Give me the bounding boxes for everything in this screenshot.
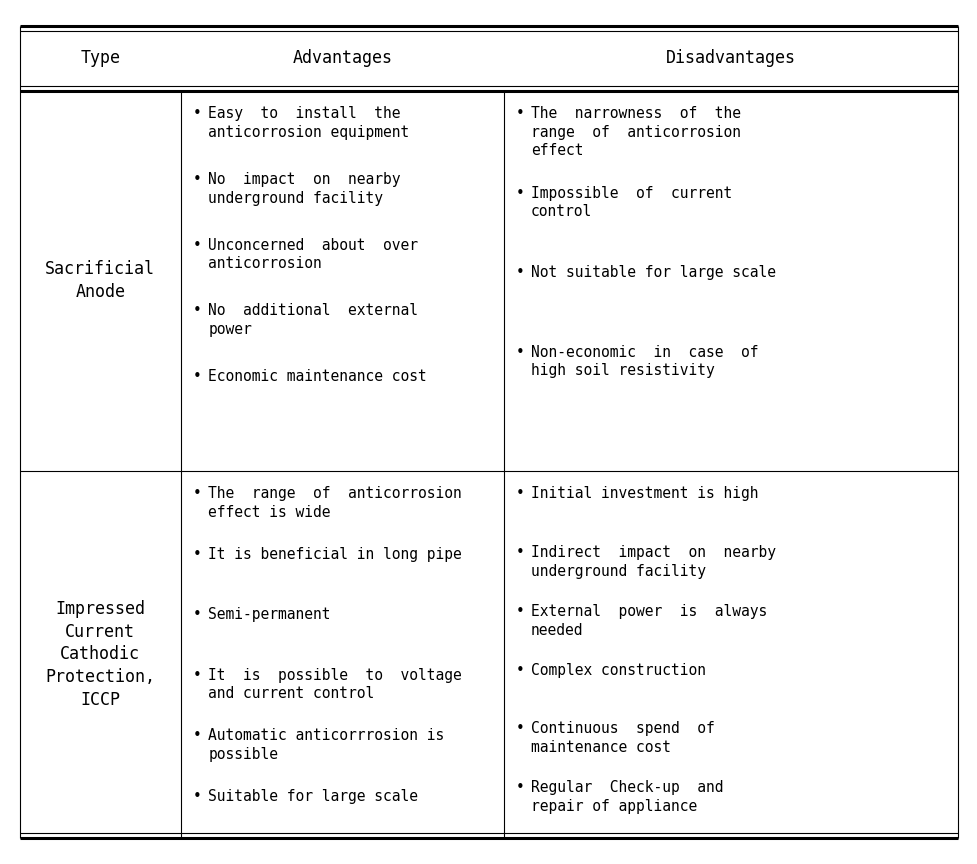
- Text: •: •: [192, 486, 201, 501]
- Text: •: •: [515, 780, 524, 795]
- Text: Easy  to  install  the
anticorrosion equipment: Easy to install the anticorrosion equipm…: [208, 106, 409, 140]
- Text: •: •: [192, 607, 201, 622]
- Text: •: •: [192, 172, 201, 187]
- Text: Continuous  spend  of
maintenance cost: Continuous spend of maintenance cost: [531, 721, 714, 755]
- Text: •: •: [515, 186, 524, 200]
- Text: Initial investment is high: Initial investment is high: [531, 486, 758, 501]
- Text: External  power  is  always
needed: External power is always needed: [531, 604, 767, 638]
- Text: •: •: [192, 547, 201, 562]
- Text: •: •: [515, 545, 524, 560]
- Text: Type: Type: [80, 49, 120, 67]
- Text: No  impact  on  nearby
underground facility: No impact on nearby underground facility: [208, 172, 401, 206]
- Text: •: •: [515, 265, 524, 280]
- Text: •: •: [515, 604, 524, 619]
- Text: •: •: [515, 486, 524, 501]
- Text: Suitable for large scale: Suitable for large scale: [208, 789, 418, 804]
- Text: Impressed
Current
Cathodic
Protection,
ICCP: Impressed Current Cathodic Protection, I…: [45, 600, 155, 709]
- Text: Indirect  impact  on  nearby
underground facility: Indirect impact on nearby underground fa…: [531, 545, 776, 579]
- Text: •: •: [515, 721, 524, 736]
- Text: Semi-permanent: Semi-permanent: [208, 607, 330, 622]
- Text: •: •: [192, 106, 201, 121]
- Text: •: •: [515, 663, 524, 677]
- Text: •: •: [192, 789, 201, 804]
- Text: Disadvantages: Disadvantages: [665, 49, 795, 67]
- Text: Not suitable for large scale: Not suitable for large scale: [531, 265, 776, 280]
- Text: •: •: [515, 106, 524, 121]
- Text: Economic maintenance cost: Economic maintenance cost: [208, 369, 427, 384]
- Text: The  narrowness  of  the
range  of  anticorrosion
effect: The narrowness of the range of anticorro…: [531, 106, 741, 158]
- Text: It  is  possible  to  voltage
and current control: It is possible to voltage and current co…: [208, 668, 461, 702]
- Text: Advantages: Advantages: [292, 49, 392, 67]
- Text: •: •: [515, 345, 524, 359]
- Text: It is beneficial in long pipe: It is beneficial in long pipe: [208, 547, 461, 562]
- Text: Sacrificial
Anode: Sacrificial Anode: [45, 260, 155, 302]
- Text: Regular  Check-up  and
repair of appliance: Regular Check-up and repair of appliance: [531, 780, 723, 814]
- Text: •: •: [192, 668, 201, 683]
- Text: Unconcerned  about  over
anticorrosion: Unconcerned about over anticorrosion: [208, 238, 418, 271]
- Text: •: •: [192, 238, 201, 252]
- Text: No  additional  external
power: No additional external power: [208, 303, 418, 337]
- Text: Impossible  of  current
control: Impossible of current control: [531, 186, 732, 219]
- Text: •: •: [192, 728, 201, 743]
- Text: The  range  of  anticorrosion
effect is wide: The range of anticorrosion effect is wid…: [208, 486, 461, 520]
- Text: •: •: [192, 303, 201, 318]
- Text: Non-economic  in  case  of
high soil resistivity: Non-economic in case of high soil resist…: [531, 345, 758, 378]
- Text: •: •: [192, 369, 201, 384]
- Text: Automatic anticorrrosion is
possible: Automatic anticorrrosion is possible: [208, 728, 445, 762]
- Text: Complex construction: Complex construction: [531, 663, 705, 677]
